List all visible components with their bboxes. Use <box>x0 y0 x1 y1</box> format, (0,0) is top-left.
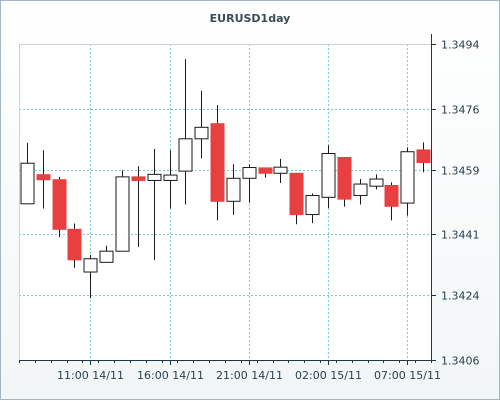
candle-body-bearish <box>131 176 146 181</box>
candle-body-bearish <box>289 172 304 216</box>
x-tick-label: 11:00 14/11 <box>57 369 124 382</box>
candle-body-bullish <box>20 162 35 205</box>
axes: 1.3494 1.3476 1.3459 1.3441 1.3424 1.3406 11:0… <box>19 34 480 382</box>
candle-body-bullish <box>353 183 368 197</box>
x-tick-label: 02:00 15/11 <box>295 369 362 382</box>
candle-body-bullish <box>305 195 320 216</box>
candle-body-bullish <box>321 153 336 198</box>
candle-body-bearish <box>36 174 51 181</box>
y-tick-label: 1.3441 <box>441 229 480 242</box>
candle-body-bullish <box>99 250 114 263</box>
y-tick-label: 1.3494 <box>441 39 480 52</box>
candle-body-bullish <box>115 176 130 252</box>
y-tick-label: 1.3459 <box>441 165 480 178</box>
candle-body-bullish <box>194 126 209 140</box>
candle-body-bullish <box>226 177 241 202</box>
candle-body-bullish <box>400 151 415 204</box>
y-tick-label: 1.3476 <box>441 104 480 117</box>
candle-body-bearish <box>210 123 225 202</box>
candle-body-bearish <box>416 149 431 164</box>
candle-body-bullish <box>178 138 193 172</box>
candle-body-bearish <box>258 167 273 174</box>
candle-body-bullish <box>273 166 288 174</box>
chart-title: EURUSD1day <box>209 12 291 25</box>
x-tick-label: 07:00 15/11 <box>374 369 441 382</box>
candle-body-bullish <box>163 174 178 181</box>
plot-area <box>19 44 431 360</box>
x-tick-label: 21:00 14/11 <box>216 369 283 382</box>
candle-body-bearish <box>337 156 352 200</box>
candle-body-bearish <box>384 184 399 207</box>
y-tick-label: 1.3424 <box>441 290 480 303</box>
candle-body-bearish <box>67 228 82 261</box>
candle-body-bullish <box>242 167 257 179</box>
candle-body-bearish <box>52 179 67 230</box>
candles <box>20 59 431 299</box>
y-tick-label: 1.3406 <box>441 355 480 368</box>
candle-body-bullish <box>147 173 162 181</box>
candle-body-bullish <box>369 178 384 187</box>
candle-body-bullish <box>83 258 98 273</box>
x-tick-label: 16:00 14/11 <box>137 369 204 382</box>
